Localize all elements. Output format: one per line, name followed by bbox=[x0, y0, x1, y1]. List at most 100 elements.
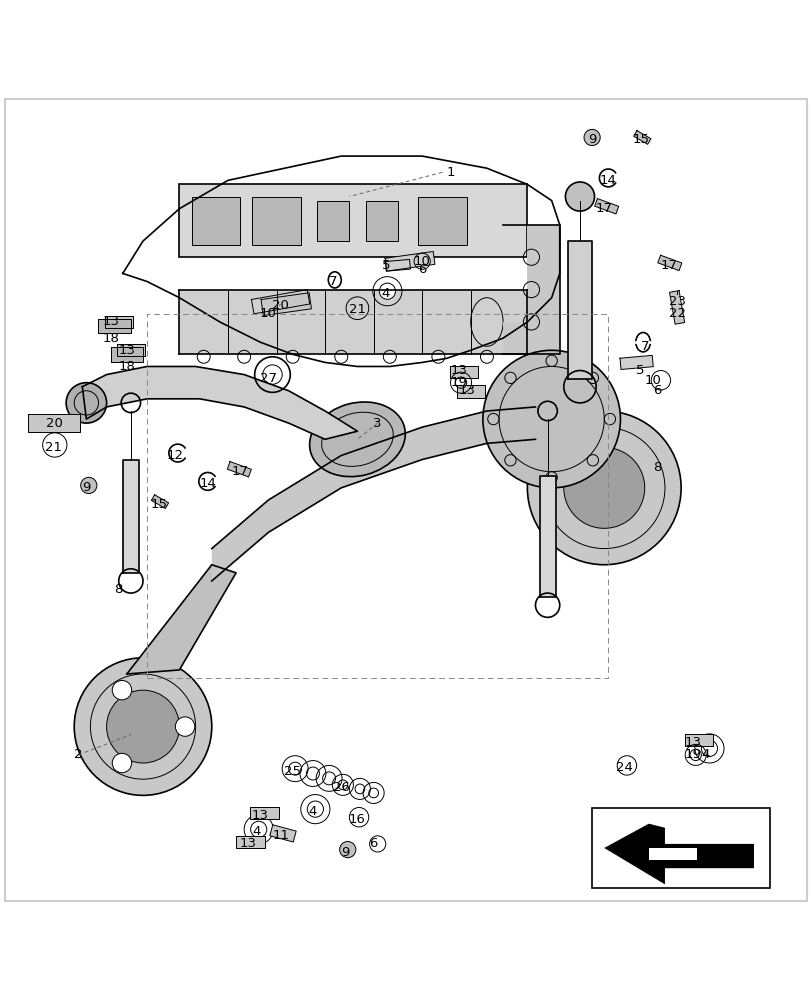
Polygon shape bbox=[384, 251, 435, 271]
Text: 17: 17 bbox=[659, 259, 676, 272]
Text: 10: 10 bbox=[644, 374, 660, 387]
Circle shape bbox=[339, 841, 355, 858]
Polygon shape bbox=[122, 460, 139, 573]
Circle shape bbox=[74, 658, 212, 795]
Circle shape bbox=[106, 690, 179, 763]
Polygon shape bbox=[684, 734, 712, 746]
Text: 21: 21 bbox=[45, 441, 62, 454]
Text: 18: 18 bbox=[118, 360, 135, 373]
Text: 4: 4 bbox=[701, 748, 709, 761]
Text: 7: 7 bbox=[328, 275, 337, 288]
Polygon shape bbox=[227, 462, 251, 477]
Polygon shape bbox=[110, 347, 143, 362]
Text: 25: 25 bbox=[284, 765, 301, 778]
Circle shape bbox=[379, 283, 395, 299]
Polygon shape bbox=[117, 344, 145, 356]
Polygon shape bbox=[657, 255, 681, 271]
Ellipse shape bbox=[309, 402, 405, 477]
Polygon shape bbox=[620, 355, 652, 369]
Polygon shape bbox=[179, 290, 526, 354]
Text: 15: 15 bbox=[632, 133, 648, 146]
Circle shape bbox=[112, 753, 131, 773]
Text: 22: 22 bbox=[667, 307, 684, 320]
Polygon shape bbox=[127, 565, 236, 674]
Text: 13: 13 bbox=[118, 344, 135, 357]
Text: 2: 2 bbox=[74, 748, 83, 761]
Text: 16: 16 bbox=[349, 813, 366, 826]
Polygon shape bbox=[98, 319, 131, 333]
Text: 20: 20 bbox=[45, 417, 62, 430]
Polygon shape bbox=[105, 316, 133, 328]
Text: 13: 13 bbox=[449, 364, 466, 377]
Text: 3: 3 bbox=[373, 417, 381, 430]
Text: 9: 9 bbox=[587, 133, 595, 146]
Text: 17: 17 bbox=[231, 465, 248, 478]
Text: 1: 1 bbox=[446, 166, 454, 179]
Text: 23: 23 bbox=[667, 295, 684, 308]
Bar bbox=[179, 184, 526, 257]
Polygon shape bbox=[449, 366, 478, 378]
Text: 26: 26 bbox=[333, 781, 350, 794]
Text: 24: 24 bbox=[616, 761, 632, 774]
Circle shape bbox=[583, 129, 599, 146]
Text: 6: 6 bbox=[652, 384, 660, 397]
Circle shape bbox=[526, 411, 680, 565]
Circle shape bbox=[251, 821, 267, 837]
Text: 14: 14 bbox=[199, 477, 216, 490]
Text: 9: 9 bbox=[82, 481, 91, 494]
Polygon shape bbox=[251, 290, 309, 314]
Text: 13: 13 bbox=[684, 736, 701, 749]
Polygon shape bbox=[82, 366, 357, 439]
Bar bbox=[418, 197, 466, 245]
Circle shape bbox=[701, 740, 717, 757]
Text: 6: 6 bbox=[369, 837, 377, 850]
Bar bbox=[252, 197, 300, 245]
Text: 12: 12 bbox=[167, 449, 183, 462]
Text: 13: 13 bbox=[251, 809, 268, 822]
Polygon shape bbox=[250, 807, 278, 819]
Polygon shape bbox=[385, 259, 410, 271]
Text: 4: 4 bbox=[251, 825, 260, 838]
Text: 19: 19 bbox=[449, 376, 466, 389]
Polygon shape bbox=[503, 225, 559, 354]
Text: 6: 6 bbox=[418, 263, 426, 276]
Circle shape bbox=[112, 680, 131, 700]
Bar bbox=[316, 201, 349, 241]
Bar bbox=[365, 201, 397, 241]
Text: 15: 15 bbox=[151, 498, 168, 511]
Text: 14: 14 bbox=[599, 174, 616, 187]
Text: 13: 13 bbox=[239, 837, 256, 850]
Circle shape bbox=[175, 717, 195, 736]
Polygon shape bbox=[603, 824, 753, 884]
Text: 5: 5 bbox=[381, 259, 389, 272]
Polygon shape bbox=[236, 836, 264, 848]
Text: 8: 8 bbox=[114, 583, 122, 596]
Circle shape bbox=[80, 477, 97, 494]
Polygon shape bbox=[151, 495, 169, 508]
Text: 7: 7 bbox=[640, 340, 648, 353]
Text: 4: 4 bbox=[308, 805, 317, 818]
Text: 19: 19 bbox=[684, 748, 701, 761]
Text: 10: 10 bbox=[260, 307, 277, 320]
Circle shape bbox=[66, 383, 106, 423]
Polygon shape bbox=[648, 848, 697, 860]
Polygon shape bbox=[269, 825, 296, 842]
Text: 18: 18 bbox=[102, 332, 119, 345]
Text: 8: 8 bbox=[652, 461, 660, 474]
Text: 20: 20 bbox=[272, 299, 289, 312]
Text: 21: 21 bbox=[349, 303, 366, 316]
Circle shape bbox=[564, 182, 594, 211]
Circle shape bbox=[483, 350, 620, 488]
Text: 17: 17 bbox=[595, 202, 612, 215]
Polygon shape bbox=[567, 241, 591, 379]
Text: 27: 27 bbox=[260, 372, 277, 385]
Polygon shape bbox=[633, 131, 650, 144]
Polygon shape bbox=[212, 407, 534, 581]
Text: 4: 4 bbox=[381, 287, 389, 300]
Text: 13: 13 bbox=[102, 315, 119, 328]
Circle shape bbox=[307, 801, 323, 817]
Bar bbox=[591, 808, 769, 888]
Polygon shape bbox=[456, 385, 484, 398]
Polygon shape bbox=[261, 293, 311, 316]
Polygon shape bbox=[594, 199, 618, 214]
